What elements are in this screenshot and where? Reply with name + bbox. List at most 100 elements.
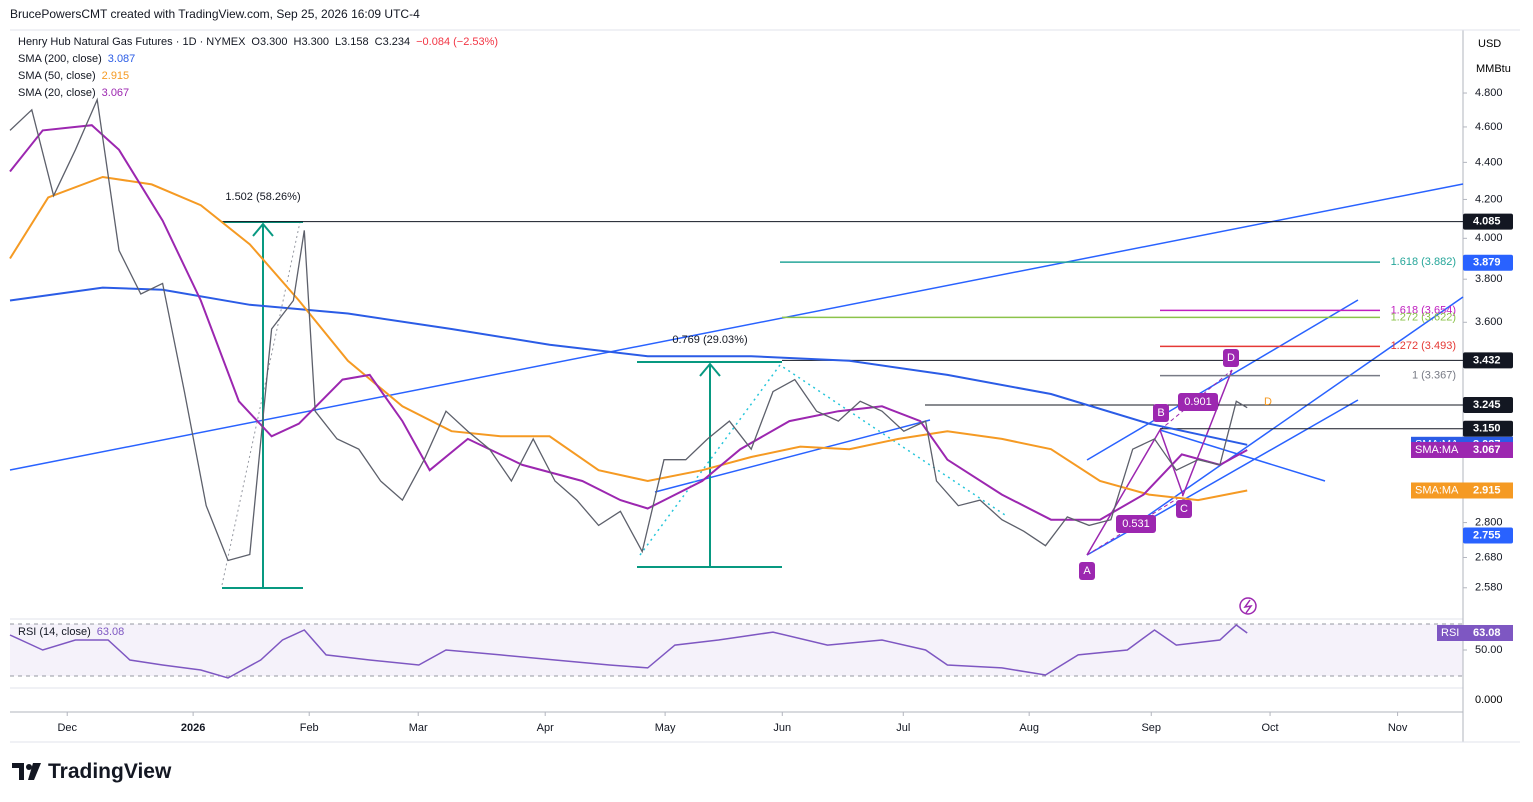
line-series: [9, 286, 1248, 446]
sma-tag: [1463, 482, 1513, 499]
legend: Henry Hub Natural Gas Futures · 1D · NYM…: [18, 34, 498, 102]
logo: TradingView: [48, 760, 172, 783]
price-tag-label: 4.085: [1473, 215, 1501, 227]
y-tick-label: 4.800: [1475, 87, 1503, 99]
ratio-label: 0.901: [1184, 396, 1212, 408]
x-tick-label: Dec: [57, 722, 77, 734]
target-point: D: [1264, 396, 1272, 408]
rsi-pane: [10, 620, 1463, 688]
rsi-title: RSI (14, close): [18, 626, 91, 638]
rsi-legend: RSI (14, close) 63.08: [18, 626, 124, 638]
y-tick-label: 2.800: [1475, 516, 1503, 528]
rsi-tag-value: 63.08: [1473, 627, 1501, 639]
rsi-band: [10, 624, 1463, 676]
line-series: [9, 124, 1248, 521]
dotted-path: [639, 363, 1006, 556]
x-tick-label: Feb: [300, 722, 319, 734]
price-tag: [1463, 527, 1513, 544]
line-series: [9, 624, 1248, 679]
rsi-tag: [1463, 624, 1513, 641]
price-tag-label: 3.879: [1473, 257, 1501, 269]
y-tick-label: 3.800: [1475, 273, 1503, 285]
abcd-leg: [1159, 369, 1233, 431]
fib-level-label: 1.618 (3.654): [1391, 304, 1456, 316]
sma-tag-name: SMA:MA: [1415, 444, 1459, 456]
sma-tag-name-box: [1411, 441, 1463, 458]
pattern-point-box: [1176, 500, 1192, 518]
ohlc: L3.158: [334, 36, 369, 48]
x-tick-label: Jul: [896, 722, 910, 734]
credit: BrucePowersCMT created with TradingView.…: [10, 7, 420, 21]
fib-level-label: 1 (3.367): [1412, 370, 1456, 382]
pattern-point: D: [1227, 352, 1235, 364]
ohlc: C3.234: [374, 36, 411, 48]
price-tag: [1463, 213, 1513, 230]
x-tick-label: 2026: [181, 722, 205, 734]
pattern-point: A: [1083, 565, 1091, 577]
ohlc: H3.300: [293, 36, 329, 48]
ratio-box: [1178, 393, 1218, 411]
sma-tag-value: 2.915: [1473, 484, 1501, 496]
x-tick-label: Sep: [1141, 722, 1161, 734]
trend-line: [654, 419, 931, 493]
pattern-point: B: [1157, 407, 1164, 419]
y-tick-label: 4.200: [1475, 193, 1503, 205]
price-tag-label: 3.245: [1473, 399, 1501, 411]
x-tick-label: Apr: [537, 722, 554, 734]
sma-tag-name: SMA:MA: [1415, 484, 1459, 496]
price-tag: [1463, 254, 1513, 271]
x-tick-label: Aug: [1019, 722, 1039, 734]
event-icon[interactable]: [1239, 597, 1257, 615]
currency-label: USD: [1478, 38, 1501, 50]
legend-name: SMA (200, close): [18, 53, 102, 65]
pattern-point-box: [1223, 349, 1239, 367]
measure-label: 0.769 (29.03%): [672, 334, 747, 346]
title: Henry Hub Natural Gas Futures · 1D · NYM…: [18, 36, 246, 48]
title-row: Henry Hub Natural Gas Futures · 1D · NYM…: [18, 34, 498, 51]
sma-tag-value: 3.067: [1473, 444, 1501, 456]
pattern-point-box: [1079, 562, 1095, 580]
price-tag-label: 3.150: [1473, 423, 1501, 435]
x-tick-label: Mar: [409, 722, 428, 734]
ratio-label: 0.531: [1122, 518, 1150, 530]
legend-row[interactable]: SMA (200, close) 3.087: [18, 51, 498, 68]
change: −0.084 (−2.53%): [416, 36, 499, 48]
price-tag: [1463, 352, 1513, 369]
legend-name: SMA (50, close): [18, 70, 96, 82]
y-tick-label: 4.400: [1475, 156, 1503, 168]
pattern-point: C: [1180, 503, 1188, 515]
sma-tag: [1463, 441, 1513, 458]
sma-tag-name-box: [1411, 482, 1463, 499]
logo-mark: [12, 763, 41, 780]
rsi-tick-label: 50.00: [1475, 644, 1503, 656]
ohlc: O3.300: [251, 36, 288, 48]
y-tick-label: 2.580: [1475, 582, 1503, 594]
line-series: [9, 175, 1248, 502]
y-tick-label: 4.000: [1475, 232, 1503, 244]
legend-value: 2.915: [101, 70, 130, 82]
y-tick-label: 2.680: [1475, 551, 1503, 563]
price-tag: [1463, 397, 1513, 414]
channel-line: [1086, 299, 1359, 461]
x-tick-label: May: [655, 722, 676, 734]
ratio-box: [1116, 515, 1156, 533]
rsi-tag-name: RSI: [1441, 627, 1459, 639]
legend-value: 3.067: [101, 87, 130, 99]
fib-level-label: 1.618 (3.882): [1391, 256, 1456, 268]
price-tag: [1463, 420, 1513, 437]
price-tag-label: 3.432: [1473, 354, 1501, 366]
legend-name: SMA (20, close): [18, 87, 96, 99]
rsi-legend-value: 63.08: [96, 626, 125, 638]
fib-level-label: 1.272 (3.622): [1391, 311, 1456, 323]
channel-line: [1159, 429, 1326, 482]
y-tick-label: 0.000: [1475, 694, 1503, 706]
legend-row[interactable]: SMA (20, close) 3.067: [18, 85, 498, 102]
x-tick-label: Jun: [773, 722, 791, 734]
line-series: [9, 97, 1248, 562]
legend-row[interactable]: SMA (50, close) 2.915: [18, 68, 498, 85]
x-tick-label: Oct: [1262, 722, 1279, 734]
legend-value: 3.087: [107, 53, 136, 65]
fib-level-label: 1.272 (3.493): [1391, 340, 1456, 352]
